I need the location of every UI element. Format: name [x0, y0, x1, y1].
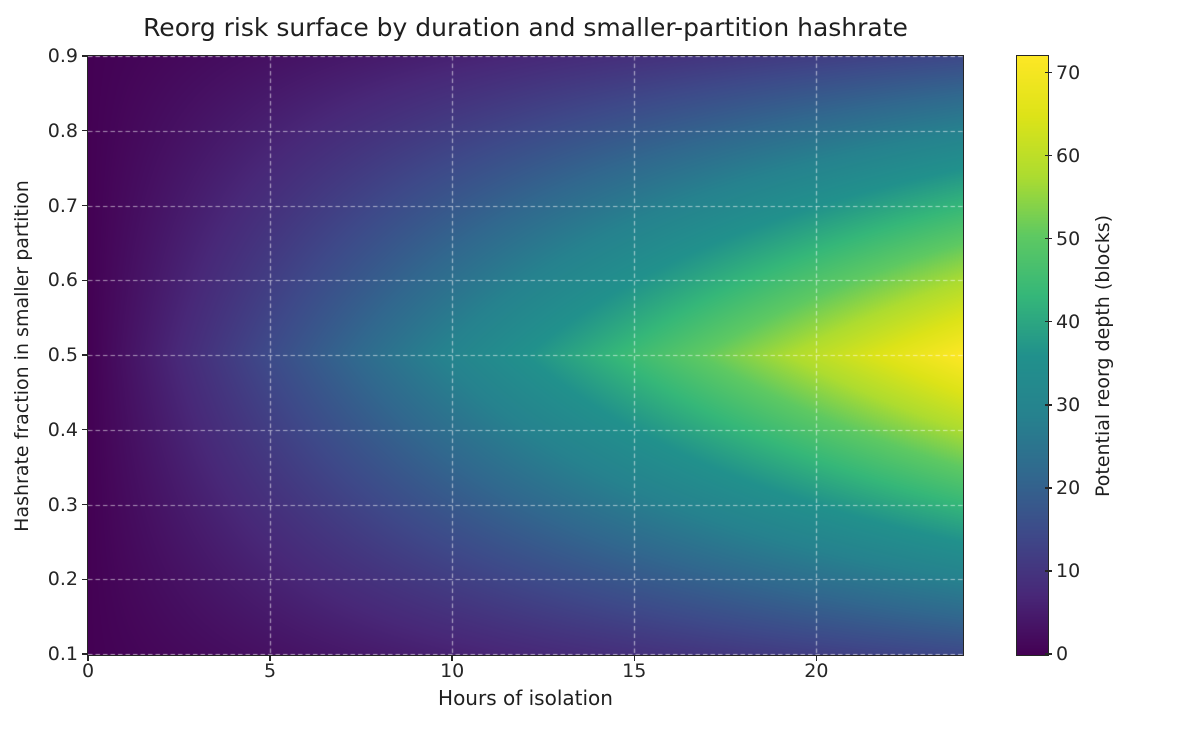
- y-tick-mark: [82, 503, 87, 506]
- x-tick-mark: [269, 656, 271, 661]
- y-tick-label: 0.9: [47, 45, 78, 67]
- y-tick-label: 0.7: [47, 194, 78, 217]
- x-tick-mark: [451, 656, 453, 661]
- colorbar-tick-mark: [1045, 487, 1052, 489]
- x-tick-mark: [633, 656, 635, 661]
- colorbar-tick-label: 70: [1056, 61, 1081, 84]
- colorbar-tick-label: 40: [1056, 310, 1081, 333]
- chart-title: Reorg risk surface by duration and small…: [143, 13, 908, 42]
- heatmap-canvas: [88, 56, 963, 655]
- x-tick-mark: [815, 656, 818, 661]
- colorbar-tick-label: 10: [1056, 559, 1081, 582]
- colorbar-tick-mark: [1045, 321, 1052, 323]
- y-tick-mark: [82, 429, 87, 431]
- x-tick-label: 15: [622, 660, 647, 682]
- y-tick-mark: [82, 354, 87, 356]
- colorbar-tick-mark: [1045, 154, 1052, 157]
- x-tick-label: 5: [264, 660, 277, 682]
- x-axis-label: Hours of isolation: [438, 686, 613, 710]
- x-tick-mark: [87, 656, 89, 661]
- colorbar-tick-mark: [1045, 404, 1052, 406]
- colorbar-tick-label: 50: [1056, 227, 1081, 250]
- heatmap-plot-area: [87, 55, 964, 656]
- colorbar: [1016, 55, 1049, 656]
- colorbar-label: Potential reorg depth (blocks): [1092, 214, 1114, 498]
- y-tick-label: 0.2: [47, 568, 78, 591]
- y-tick-label: 0.4: [47, 418, 78, 441]
- y-tick-label: 0.6: [47, 269, 78, 292]
- x-tick-label: 10: [440, 660, 465, 682]
- y-tick-mark: [82, 279, 87, 281]
- x-tick-label: 0: [81, 660, 95, 682]
- y-tick-mark: [82, 653, 87, 655]
- y-tick-mark: [82, 204, 87, 207]
- colorbar-gradient-canvas: [1017, 56, 1048, 655]
- y-tick-label: 0.3: [47, 493, 78, 516]
- x-tick-label: 20: [804, 660, 829, 682]
- y-tick-label: 0.8: [47, 119, 78, 142]
- y-tick-mark: [82, 130, 87, 132]
- colorbar-tick-mark: [1045, 653, 1052, 655]
- colorbar-tick-label: 30: [1056, 393, 1081, 416]
- colorbar-tick-label: 0: [1056, 643, 1069, 665]
- colorbar-tick-mark: [1045, 570, 1052, 572]
- colorbar-tick-mark: [1045, 238, 1052, 240]
- y-tick-label: 0.5: [47, 344, 78, 366]
- y-axis-label: Hashrate fraction in smaller partition: [11, 180, 33, 532]
- y-tick-mark: [82, 55, 87, 57]
- y-tick-mark: [82, 578, 87, 580]
- colorbar-tick-label: 60: [1056, 144, 1081, 167]
- colorbar-tick-label: 20: [1056, 476, 1081, 499]
- y-tick-label: 0.1: [47, 643, 78, 665]
- colorbar-tick-mark: [1045, 71, 1052, 74]
